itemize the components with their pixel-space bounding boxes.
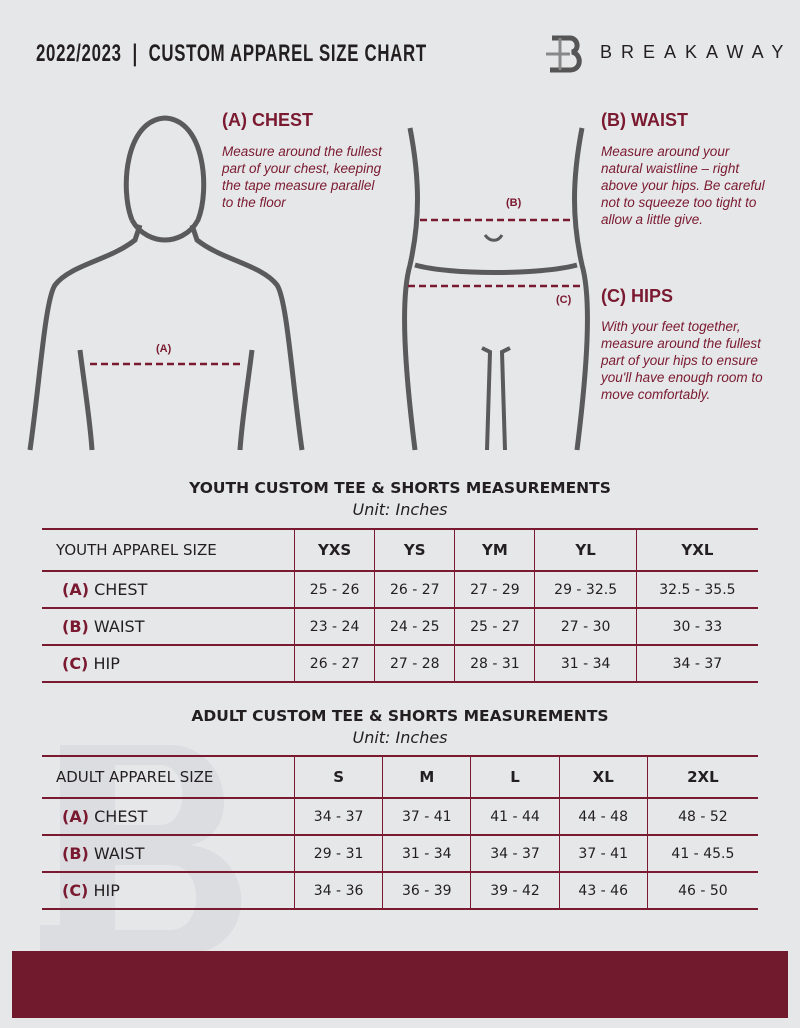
measurement-value: 25 - 26 xyxy=(293,570,375,609)
measurement-letter: (A) xyxy=(62,807,90,826)
measurement-name: HIP xyxy=(93,654,120,673)
measurement-value: 37 - 41 xyxy=(558,834,648,873)
measurement-value: 28 - 31 xyxy=(454,644,535,683)
chest-marker: (A) xyxy=(156,343,172,355)
size-column-header: YXS xyxy=(293,528,375,572)
size-header: ADULT APPAREL SIZE xyxy=(42,755,295,799)
measurement-value: 31 - 34 xyxy=(534,644,637,683)
size-column-header: XL xyxy=(558,755,648,799)
measurement-value: 41 - 44 xyxy=(470,797,560,836)
measurement-value: 46 - 50 xyxy=(646,871,758,910)
hip-marker: (C) xyxy=(556,294,572,306)
measurement-value: 37 - 41 xyxy=(382,797,471,836)
upper-body-figure xyxy=(27,115,305,451)
table-row: (B) WAIST 29 - 31 31 - 34 34 - 37 37 - 41 41 … xyxy=(42,834,758,873)
chest-heading: (A) CHEST xyxy=(222,110,313,130)
measurement-value: 24 - 25 xyxy=(374,607,455,646)
size-column-header: S xyxy=(293,755,383,799)
waist-heading: (B) WAIST xyxy=(601,110,688,130)
measurement-value: 29 - 31 xyxy=(293,834,383,873)
adult-size-table: ADULT APPAREL SIZE S M L XL 2XL (A) CHEST 34 - … xyxy=(42,755,758,910)
measurement-name: WAIST xyxy=(93,844,145,863)
page-title: 2022/2023 | CUSTOM APPAREL SIZE CHART xyxy=(36,40,427,67)
lower-body-figure xyxy=(402,127,590,451)
measurement-value: 27 - 28 xyxy=(374,644,455,683)
table-row: (A) CHEST 34 - 37 37 - 41 41 - 44 44 - 48 48 … xyxy=(42,797,758,836)
size-column-header: M xyxy=(382,755,471,799)
measurement-name: HIP xyxy=(93,881,120,900)
measurement-value: 26 - 27 xyxy=(374,570,455,609)
measurement-name: CHEST xyxy=(94,807,148,826)
youth-unit: Unit: Inches xyxy=(352,500,448,519)
size-column-header: YM xyxy=(454,528,535,572)
measurement-value: 27 - 29 xyxy=(454,570,535,609)
size-header: YOUTH APPAREL SIZE xyxy=(42,528,295,572)
waist-marker: (B) xyxy=(506,197,522,209)
hips-instructions: With your feet together, measure around … xyxy=(601,319,763,402)
measurement-label: (C) HIP xyxy=(42,871,295,910)
measurement-value: 25 - 27 xyxy=(454,607,535,646)
table-header-row: YOUTH APPAREL SIZE YXS YS YM YL YXL xyxy=(42,528,758,572)
measurement-value: 34 - 37 xyxy=(293,797,383,836)
measurement-letter: (B) xyxy=(62,844,89,863)
size-column-header: L xyxy=(470,755,560,799)
measurement-value: 32.5 - 35.5 xyxy=(635,570,758,609)
table-row: (C) HIP 26 - 27 27 - 28 28 - 31 31 - 34 34 - … xyxy=(42,644,758,683)
adult-table-title: ADULT CUSTOM TEE & SHORTS MEASUREMENTS xyxy=(191,707,609,725)
measurement-value: 34 - 37 xyxy=(635,644,758,683)
measurement-value: 44 - 48 xyxy=(558,797,648,836)
hips-heading: (C) HIPS xyxy=(601,286,673,306)
body-measurement-figures xyxy=(27,115,590,451)
measurement-value: 30 - 33 xyxy=(635,607,758,646)
measurement-value: 39 - 42 xyxy=(470,871,560,910)
measurement-label: (B) WAIST xyxy=(42,834,295,873)
table-row: (A) CHEST 25 - 26 26 - 27 27 - 29 29 - 32.5 3… xyxy=(42,570,758,609)
brand-name: BREAKAWAY xyxy=(600,42,793,62)
size-column-header: YXL xyxy=(635,528,758,572)
measurement-letter: (A) xyxy=(62,580,90,599)
footer-bar xyxy=(12,951,788,1018)
measurement-label: (A) CHEST xyxy=(42,797,295,836)
measurement-name: WAIST xyxy=(93,617,145,636)
measurement-value: 31 - 34 xyxy=(382,834,471,873)
measurement-value: 48 - 52 xyxy=(646,797,758,836)
breakaway-logo xyxy=(546,35,582,73)
youth-table-title: YOUTH CUSTOM TEE & SHORTS MEASUREMENTS xyxy=(189,479,611,497)
table-row: (C) HIP 34 - 36 36 - 39 39 - 42 43 - 46 46 - … xyxy=(42,871,758,910)
measurement-name: CHEST xyxy=(94,580,148,599)
measurement-letter: (C) xyxy=(62,881,89,900)
measurement-label: (C) HIP xyxy=(42,644,295,683)
size-column-header: 2XL xyxy=(646,755,758,799)
measurement-value: 27 - 30 xyxy=(534,607,637,646)
chest-instructions: Measure around the fullest part of your … xyxy=(222,144,382,210)
measurement-letter: (B) xyxy=(62,617,89,636)
measurement-value: 23 - 24 xyxy=(293,607,375,646)
youth-size-table: YOUTH APPAREL SIZE YXS YS YM YL YXL (A) CHEST 2… xyxy=(42,528,758,683)
measurement-value: 34 - 37 xyxy=(470,834,560,873)
measurement-label: (B) WAIST xyxy=(42,607,295,646)
size-column-header: YS xyxy=(374,528,455,572)
measurement-label: (A) CHEST xyxy=(42,570,295,609)
measurement-value: 29 - 32.5 xyxy=(534,570,637,609)
measurement-value: 34 - 36 xyxy=(293,871,383,910)
adult-unit: Unit: Inches xyxy=(352,728,448,747)
measurement-value: 43 - 46 xyxy=(558,871,648,910)
measurement-value: 26 - 27 xyxy=(293,644,375,683)
table-row: (B) WAIST 23 - 24 24 - 25 25 - 27 27 - 30 30 … xyxy=(42,607,758,646)
table-header-row: ADULT APPAREL SIZE S M L XL 2XL xyxy=(42,755,758,799)
measurement-value: 36 - 39 xyxy=(382,871,471,910)
measurement-letter: (C) xyxy=(62,654,89,673)
waist-instructions: Measure around your natural waistline – … xyxy=(601,144,765,227)
measurement-value: 41 - 45.5 xyxy=(646,834,758,873)
size-column-header: YL xyxy=(534,528,637,572)
